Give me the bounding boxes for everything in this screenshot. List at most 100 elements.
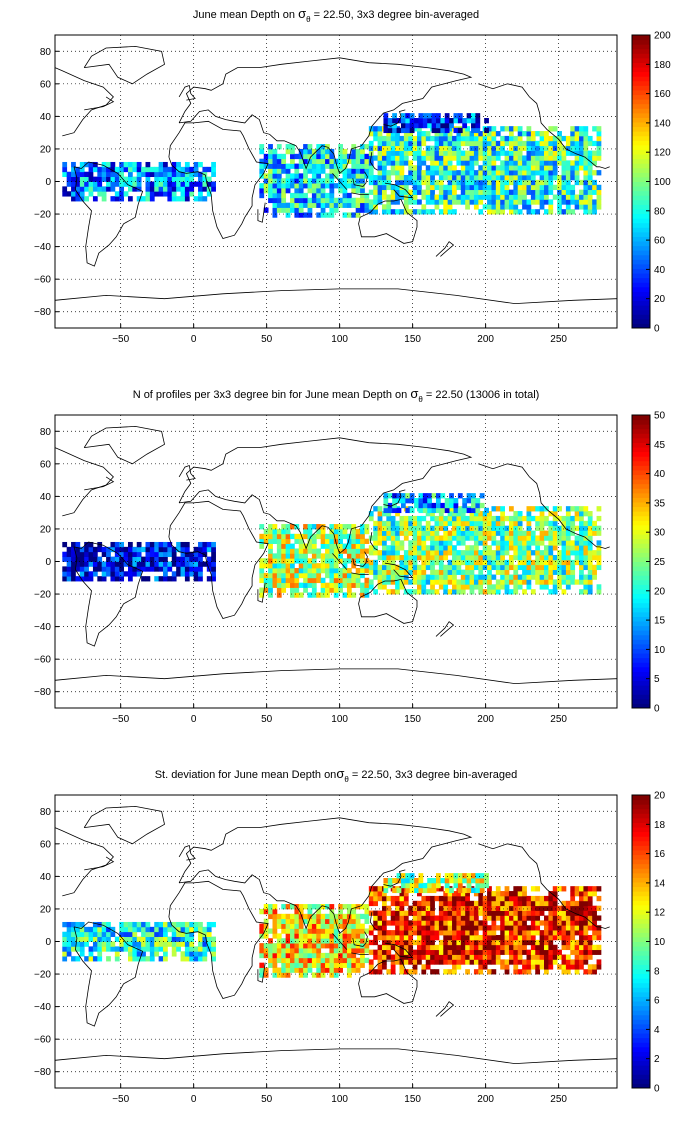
heatmap-cell — [535, 189, 541, 195]
heatmap-cell — [281, 188, 287, 194]
heatmap-cell — [163, 551, 168, 558]
coastline — [383, 869, 406, 887]
heatmap-cell — [132, 166, 138, 173]
heatmap-cell — [395, 910, 400, 916]
heatmap-cell — [487, 150, 492, 156]
heatmap-cell — [592, 170, 597, 176]
heatmap-cell — [421, 550, 427, 556]
heatmap-cell — [471, 122, 476, 129]
heatmap-cell — [395, 140, 400, 147]
heatmap-cell — [338, 952, 343, 959]
heatmap-cell — [346, 923, 352, 929]
heatmap-cell — [119, 571, 125, 577]
heatmap-cell — [333, 568, 339, 574]
heatmap-cell — [377, 150, 383, 156]
heatmap-cell — [368, 930, 374, 936]
heatmap-cell — [430, 969, 435, 975]
heatmap-cell — [530, 569, 536, 575]
heatmap-cell — [311, 563, 317, 569]
heatmap-cell — [202, 941, 208, 947]
heatmap-cell — [285, 938, 291, 944]
heatmap-cell — [211, 561, 216, 567]
heatmap-cell — [307, 163, 313, 169]
heatmap-cell — [158, 931, 164, 938]
heatmap-cell — [418, 493, 424, 499]
heatmap-cell — [596, 589, 602, 595]
heatmap-cell — [574, 920, 580, 926]
heatmap-cell — [364, 582, 370, 588]
heatmap-cell — [383, 113, 389, 119]
heatmap-cell — [390, 934, 396, 941]
heatmap-cell — [381, 535, 387, 541]
x-tick-label: 150 — [404, 334, 421, 345]
heatmap-cell — [482, 511, 488, 517]
heatmap-cell — [285, 962, 291, 968]
heatmap-cell — [478, 550, 484, 556]
heatmap-cell — [452, 959, 457, 965]
heatmap-cell — [405, 882, 411, 889]
heatmap-cell — [484, 878, 489, 884]
heatmap-cell — [526, 511, 532, 517]
colorbar-step — [632, 121, 650, 128]
heatmap-cell — [417, 525, 422, 531]
heatmap-cell — [517, 959, 523, 965]
heatmap-cell — [418, 878, 424, 884]
heatmap-cell — [101, 946, 107, 952]
heatmap-cell — [473, 934, 479, 941]
heatmap-cell — [460, 530, 466, 536]
heatmap-cell — [303, 913, 308, 920]
heatmap-cell — [587, 530, 593, 536]
heatmap-cell — [290, 943, 295, 949]
heatmap-cell — [517, 511, 523, 517]
heatmap-cell — [430, 895, 435, 902]
heatmap-cell — [438, 170, 444, 176]
heatmap-cell — [106, 546, 111, 553]
heatmap-cell — [460, 140, 466, 147]
y-tick-label: 80 — [40, 47, 52, 58]
heatmap-cell — [548, 160, 554, 166]
heatmap-cell — [145, 161, 151, 168]
heatmap-cell — [290, 913, 295, 920]
heatmap-cell — [574, 559, 580, 566]
heatmap-cell — [592, 554, 597, 561]
heatmap-cell — [500, 520, 505, 527]
heatmap-cell — [360, 158, 365, 164]
heatmap-cell — [79, 166, 85, 173]
heatmap-cell — [513, 554, 519, 561]
heatmap-cell — [381, 525, 387, 531]
heatmap-cell — [259, 563, 265, 569]
colorbar-step — [632, 474, 650, 480]
heatmap-cell — [565, 554, 571, 561]
heatmap-cell — [579, 540, 584, 546]
heatmap-cell — [465, 925, 470, 931]
heatmap-cell — [381, 204, 387, 210]
heatmap-cell — [390, 554, 396, 561]
heatmap-cell — [579, 189, 584, 195]
heatmap-cell — [452, 934, 457, 941]
heatmap-cell — [552, 910, 558, 916]
colorbar-step — [632, 616, 650, 622]
heatmap-cell — [548, 589, 554, 595]
heatmap-cell — [184, 181, 190, 187]
heatmap-cell — [500, 550, 505, 556]
heatmap-cell — [579, 564, 584, 571]
colorbar-tick-label: 120 — [654, 148, 671, 159]
heatmap-cell — [333, 163, 339, 169]
heatmap-cell — [290, 952, 295, 959]
heatmap-cell — [487, 569, 492, 575]
heatmap-cell — [268, 553, 273, 559]
heatmap-cell — [307, 144, 313, 150]
heatmap-cell — [386, 520, 392, 527]
colorbar-step — [632, 817, 650, 823]
heatmap-cell — [478, 520, 484, 527]
heatmap-cell — [487, 155, 492, 161]
colorbar-tick-label: 20 — [654, 294, 666, 305]
heatmap-cell — [272, 952, 278, 959]
heatmap-cell — [574, 900, 580, 907]
heatmap-cell — [395, 170, 400, 176]
heatmap-cell — [500, 511, 505, 517]
heatmap-cell — [373, 574, 378, 580]
heatmap-cell — [456, 525, 462, 531]
heatmap-cell — [97, 176, 103, 182]
heatmap-cell — [311, 538, 317, 544]
